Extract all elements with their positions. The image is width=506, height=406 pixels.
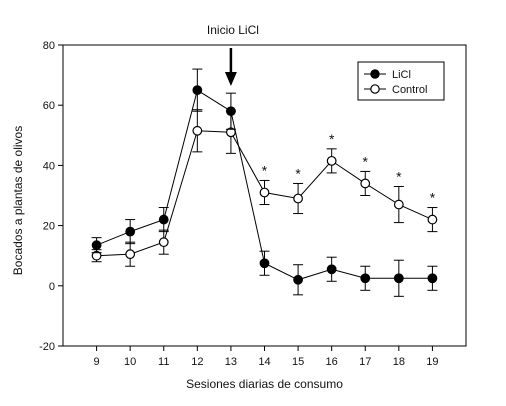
significance-mark: * [295,165,301,181]
data-point-control [326,155,337,166]
data-point-licl [293,274,303,285]
series-control [91,109,438,267]
data-point-control [393,199,404,210]
significance-mark: * [262,162,268,178]
x-tick-label: 9 [94,356,100,368]
y-tick-label: 0 [49,281,55,293]
y-tick-label: 80 [43,40,55,52]
x-axis-title: Sesiones diarias de consumo [186,377,343,391]
data-point-licl [259,258,270,269]
x-tick-label: 15 [292,356,304,368]
legend-marker-control [370,84,380,94]
data-point-licl [125,226,136,237]
series-licl [91,68,438,297]
data-point-licl [158,214,169,225]
significance-mark: * [396,168,402,184]
data-point-licl [326,264,337,275]
data-point-licl [360,273,371,284]
x-tick-label: 18 [393,356,405,368]
significance-mark: * [329,131,335,147]
legend-box [357,61,445,101]
series-layer [91,68,438,297]
axes: -20 0 20 40 60 80 9 10 11 12 13 14 15 16 17 18 19 [39,40,467,368]
x-tick-label: 13 [225,356,237,368]
data-point-control [360,178,371,189]
legend: LiCl Control [357,61,445,101]
x-tick-label: 19 [426,356,438,368]
y-tick-label: 20 [43,221,55,233]
significance-mark: * [430,190,436,206]
legend-label-control: Control [392,84,427,96]
data-point-licl [91,240,102,251]
data-point-licl [393,273,404,284]
legend-marker-licl [370,69,380,79]
annotations: Inicio LiCl * * * * * * [207,23,436,206]
y-axis-title: Bocados a plantas de olivos [11,126,25,275]
data-point-control [427,214,438,225]
data-point-control [125,249,136,260]
x-tick-label: 10 [124,356,136,368]
data-point-licl [192,85,203,96]
legend-label-licl: LiCl [392,69,411,81]
significance-mark: * [363,153,369,169]
y-tick-label: -20 [39,341,55,353]
data-point-control [259,187,270,198]
data-point-control [192,125,203,136]
x-tick-label: 16 [326,356,338,368]
data-point-control [158,237,169,248]
data-point-licl [226,106,236,117]
x-tick-label: 17 [359,356,371,368]
x-tick-label: 11 [158,356,169,368]
arrow-label: Inicio LiCl [207,23,259,37]
x-tick-label: 14 [258,356,270,368]
y-tick-label: 40 [43,160,55,172]
data-point-control [293,193,303,204]
data-point-licl [427,273,438,284]
arrow-head [224,72,237,86]
x-tick-label: 12 [191,356,203,368]
y-tick-label: 60 [43,100,55,112]
